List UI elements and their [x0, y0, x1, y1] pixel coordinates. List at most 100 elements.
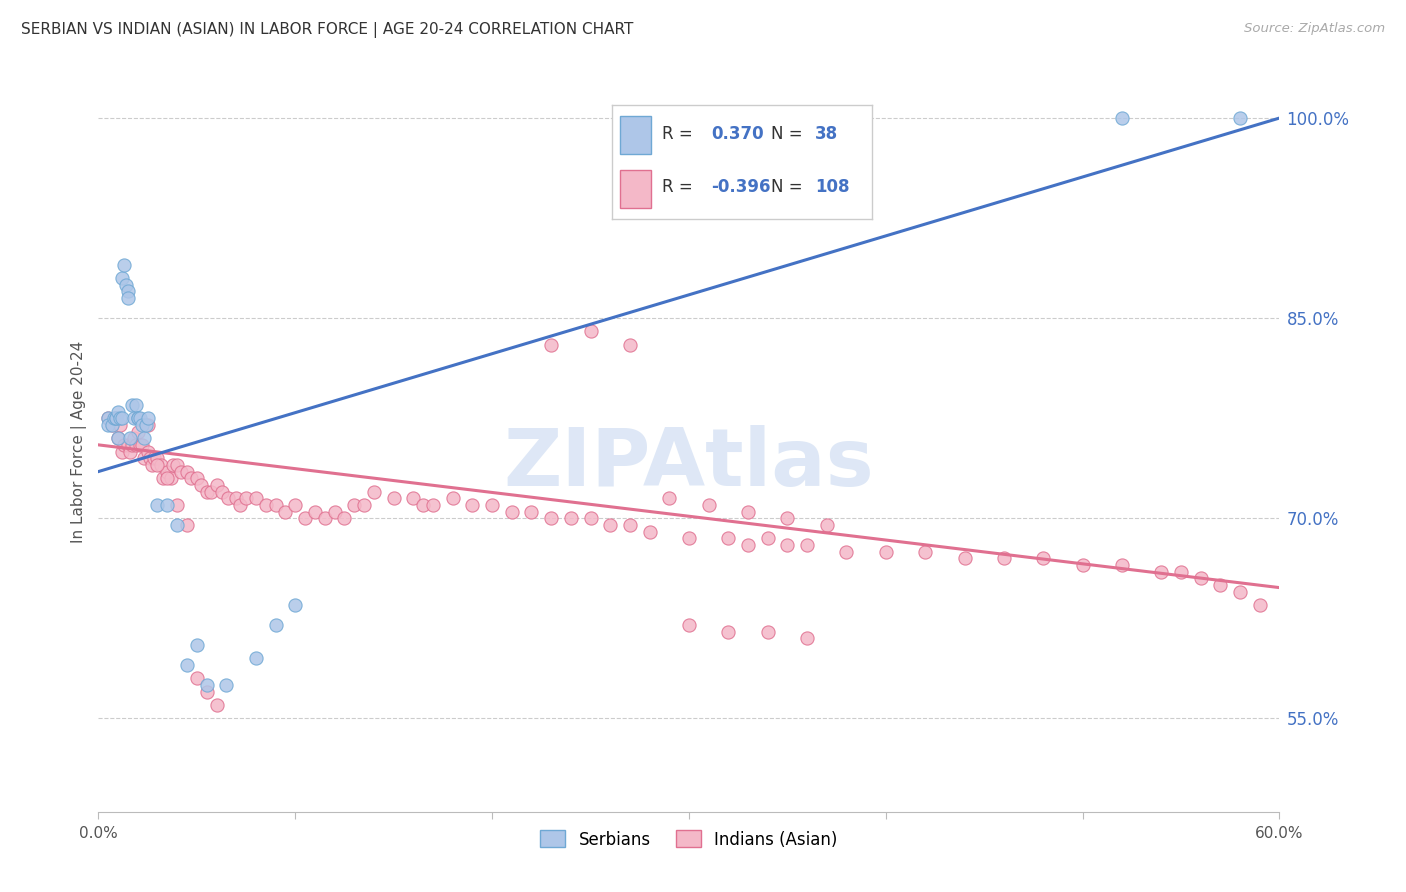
Point [97, 417, 120, 432]
Point [97, 411, 120, 425]
Point [166, 517, 188, 532]
Point [1170, 565, 1192, 579]
Point [1071, 558, 1094, 572]
Point [117, 291, 139, 305]
Point [186, 638, 208, 652]
Point [118, 444, 141, 458]
Text: Source: ZipAtlas.com: Source: ZipAtlas.com [1244, 22, 1385, 36]
Point [111, 444, 134, 458]
Point [953, 551, 976, 566]
Point [122, 411, 145, 425]
Point [101, 417, 124, 432]
Point [132, 431, 155, 445]
Point [117, 285, 139, 299]
Point [1032, 551, 1054, 566]
Point [108, 411, 131, 425]
Point [190, 478, 212, 492]
Point [717, 531, 740, 545]
Point [105, 411, 128, 425]
Point [284, 498, 307, 512]
Point [540, 338, 562, 352]
Point [412, 498, 434, 512]
Point [105, 411, 128, 425]
Point [156, 471, 179, 485]
Point [1229, 584, 1251, 599]
Point [363, 484, 385, 499]
Point [112, 438, 135, 452]
Point [138, 451, 160, 466]
Point [619, 517, 641, 532]
Point [176, 517, 198, 532]
Point [579, 511, 602, 525]
Point [776, 511, 799, 525]
Point [121, 438, 143, 452]
Point [1229, 111, 1251, 125]
Point [658, 491, 681, 506]
Point [1209, 578, 1232, 592]
Point [195, 678, 218, 692]
Point [461, 498, 484, 512]
Point [200, 484, 222, 499]
Point [136, 444, 159, 458]
Legend: Serbians, Indians (Asian): Serbians, Indians (Asian) [534, 823, 844, 855]
Point [1150, 565, 1173, 579]
Point [215, 678, 238, 692]
Point [186, 671, 208, 685]
Point [131, 438, 153, 452]
Point [835, 544, 858, 558]
Point [146, 498, 169, 512]
Point [150, 458, 173, 472]
Point [717, 624, 740, 639]
Point [205, 698, 228, 712]
Point [619, 338, 641, 352]
Point [314, 511, 336, 525]
Point [132, 451, 155, 466]
Point [678, 618, 700, 632]
Point [156, 465, 179, 479]
Point [579, 325, 602, 339]
Point [160, 471, 183, 485]
Point [186, 471, 208, 485]
Point [1249, 598, 1271, 612]
Point [118, 431, 141, 445]
Point [323, 505, 346, 519]
Point [599, 517, 621, 532]
Point [142, 451, 165, 466]
Point [141, 458, 163, 472]
Point [737, 505, 759, 519]
Text: SERBIAN VS INDIAN (ASIAN) IN LABOR FORCE | AGE 20-24 CORRELATION CHART: SERBIAN VS INDIAN (ASIAN) IN LABOR FORCE… [21, 22, 634, 38]
Point [264, 498, 287, 512]
Point [211, 484, 233, 499]
Point [875, 544, 897, 558]
Point [135, 417, 157, 432]
Point [176, 657, 198, 672]
Point [112, 258, 135, 272]
Point [97, 411, 120, 425]
Point [1111, 111, 1133, 125]
Point [638, 524, 661, 539]
Point [254, 498, 277, 512]
Point [127, 411, 149, 425]
Point [756, 624, 779, 639]
Point [176, 465, 198, 479]
Point [128, 411, 150, 425]
Point [111, 271, 134, 285]
Y-axis label: In Labor Force | Age 20-24: In Labor Force | Age 20-24 [72, 341, 87, 542]
Point [136, 417, 159, 432]
Point [121, 398, 143, 412]
Point [128, 438, 150, 452]
Point [284, 598, 307, 612]
Point [264, 618, 287, 632]
Point [125, 438, 148, 452]
Point [103, 411, 125, 425]
Point [108, 417, 131, 432]
Point [737, 538, 759, 552]
Point [697, 498, 720, 512]
Point [229, 498, 252, 512]
Point [125, 398, 148, 412]
Point [520, 505, 543, 519]
Point [152, 471, 174, 485]
Point [107, 404, 129, 418]
Point [115, 277, 138, 292]
Point [343, 498, 366, 512]
